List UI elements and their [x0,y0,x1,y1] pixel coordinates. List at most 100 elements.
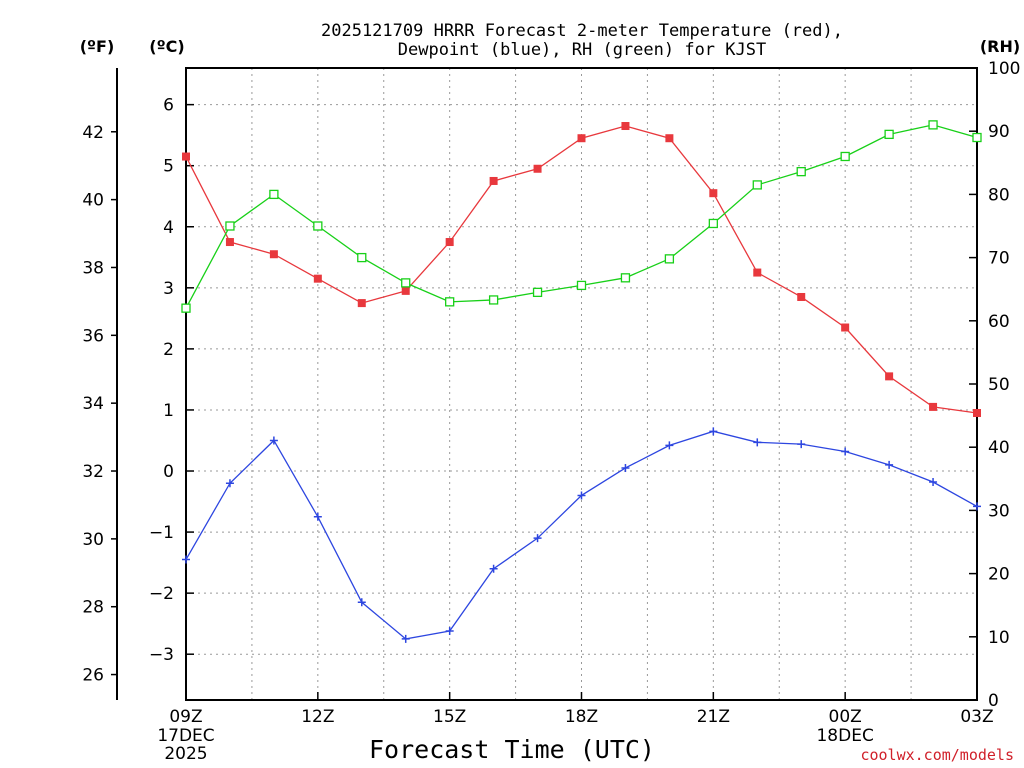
dewpoint-point [182,556,190,564]
rh-point [885,130,893,138]
temperature-point [841,324,849,332]
celsius-tick-label: 3 [163,279,174,299]
fahrenheit-tick-label: 32 [82,462,104,482]
rh-point [665,255,673,263]
credit-text: coolwx.com/models [860,746,1014,764]
rh-tick-label: 30 [988,501,1010,521]
axes [111,68,977,700]
rh-tick-label: 70 [988,249,1010,269]
x-tick-label: 09Z [169,707,202,727]
tick-labels: −3−2−10123456262830323436384042010203040… [82,59,1020,764]
dewpoint-point [621,464,629,472]
unit-label-fahrenheit: (ºF) [80,37,115,56]
temperature-point [753,269,761,277]
rh-point [226,222,234,230]
rh-tick-label: 20 [988,565,1010,585]
fahrenheit-tick-label: 30 [82,530,104,550]
x-tick-label: 12Z [301,707,334,727]
temperature-point [270,250,278,258]
forecast-chart: 2025121709 HRRR Forecast 2-meter Tempera… [0,0,1024,768]
celsius-tick-label: 6 [163,96,174,116]
rh-tick-label: 80 [988,185,1010,205]
rh-tick-label: 60 [988,312,1010,332]
temperature-point [446,238,454,246]
fahrenheit-tick-label: 26 [82,666,104,686]
chart-title-line1: 2025121709 HRRR Forecast 2-meter Tempera… [321,21,843,41]
rh-point [709,219,717,227]
rh-point [973,134,981,142]
celsius-tick-label: −2 [149,584,174,604]
dewpoint-point [885,461,893,469]
dewpoint-point [753,438,761,446]
temperature-point [314,275,322,283]
celsius-tick-label: 0 [163,462,174,482]
dewpoint-point [490,565,498,573]
fahrenheit-tick-label: 40 [82,191,104,211]
temperature-point [490,177,498,185]
temperature-point [182,153,190,161]
rh-point [490,296,498,304]
temperature-point [621,122,629,130]
rh-point [841,152,849,160]
rh-point [446,298,454,306]
x-tick-label: 21Z [697,707,730,727]
temperature-point [797,293,805,301]
rh-point [182,304,190,312]
rh-point [402,279,410,287]
unit-label-rh: (RH) [980,37,1020,56]
celsius-tick-label: −3 [149,645,174,665]
temperature-point [402,287,410,295]
rh-tick-label: 90 [988,122,1010,142]
dewpoint-point [929,478,937,486]
rh-point [314,222,322,230]
x-tick-date: 18DEC [816,726,873,746]
temperature-point [578,134,586,142]
temperature-point [973,409,981,417]
unit-label-celsius: (ºC) [149,37,184,56]
dewpoint-point [446,627,454,635]
celsius-tick-label: 4 [163,218,174,238]
rh-point [534,288,542,296]
x-tick-label: 00Z [829,707,862,727]
dewpoint-point [665,441,673,449]
temperature-point [665,134,673,142]
celsius-tick-label: 2 [163,340,174,360]
celsius-tick-label: 1 [163,401,174,421]
rh-point [270,190,278,198]
temperature-point [885,372,893,380]
chart-title-line2: Dewpoint (blue), RH (green) for KJST [398,40,766,60]
temperature-point [929,403,937,411]
fahrenheit-tick-label: 28 [82,598,104,618]
rh-point [929,121,937,129]
rh-point [621,274,629,282]
temperature-point [534,165,542,173]
x-tick-label: 18Z [565,707,598,727]
temperature-point [709,189,717,197]
rh-tick-label: 100 [988,59,1020,79]
temperature-point [226,238,234,246]
celsius-tick-label: −1 [149,523,174,543]
x-tick-label: 15Z [433,707,466,727]
rh-tick-label: 40 [988,438,1010,458]
rh-point [358,254,366,262]
plot-frame [186,68,977,700]
x-axis-label: Forecast Time (UTC) [369,735,655,764]
dewpoint-point [797,440,805,448]
dewpoint-line [186,431,977,639]
x-tick-label: 03Z [960,707,993,727]
dewpoint-point [841,447,849,455]
rh-point [753,181,761,189]
rh-tick-label: 50 [988,375,1010,395]
fahrenheit-tick-label: 38 [82,258,104,278]
celsius-tick-label: 5 [163,157,174,177]
dewpoint-point [709,427,717,435]
x-tick-year: 2025 [164,744,207,764]
gridlines [186,68,977,700]
rh-point [797,168,805,176]
rh-point [578,281,586,289]
fahrenheit-tick-label: 36 [82,326,104,346]
dewpoint-point [314,513,322,521]
fahrenheit-tick-label: 34 [82,394,104,414]
x-tick-date: 17DEC [157,726,214,746]
rh-tick-label: 10 [988,628,1010,648]
